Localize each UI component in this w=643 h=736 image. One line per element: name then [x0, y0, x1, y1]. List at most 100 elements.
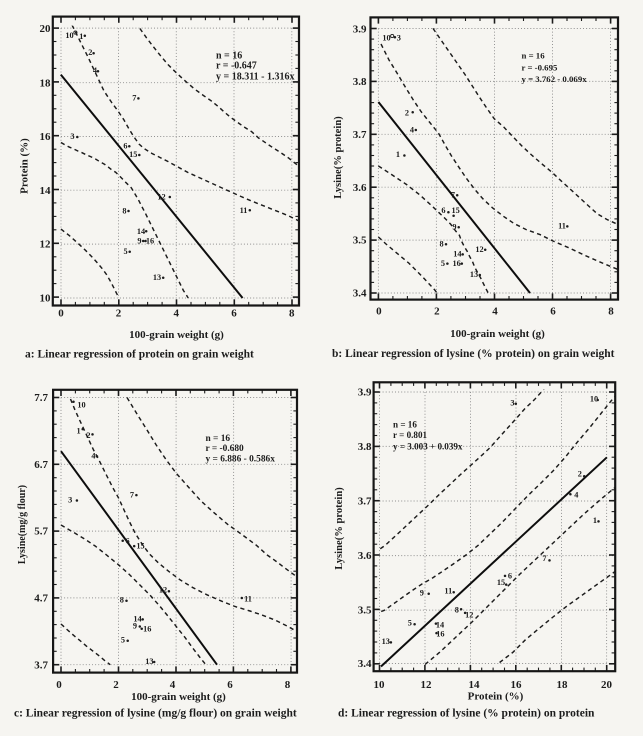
- svg-text:n = 16: n = 16: [216, 51, 242, 62]
- svg-text:4: 4: [492, 306, 498, 318]
- svg-text:1: 1: [77, 427, 81, 436]
- svg-text:10: 10: [590, 394, 598, 403]
- svg-text:5: 5: [124, 247, 128, 256]
- svg-text:4: 4: [91, 452, 95, 461]
- svg-text:y = 18.311 - 1.316x: y = 18.311 - 1.316x: [216, 72, 294, 83]
- svg-text:4: 4: [170, 679, 176, 691]
- svg-text:14: 14: [137, 227, 145, 236]
- svg-text:12: 12: [421, 679, 433, 691]
- svg-text:16: 16: [143, 624, 151, 633]
- svg-text:6.7: 6.7: [34, 459, 48, 471]
- svg-text:16: 16: [146, 237, 154, 246]
- svg-text:15: 15: [497, 578, 505, 587]
- svg-text:12: 12: [159, 585, 167, 594]
- svg-text:7: 7: [130, 491, 134, 500]
- svg-text:5: 5: [441, 259, 445, 268]
- svg-text:20: 20: [601, 679, 613, 691]
- svg-text:15: 15: [136, 541, 144, 550]
- svg-text:6: 6: [508, 571, 512, 580]
- svg-text:6: 6: [123, 142, 127, 151]
- svg-text:13: 13: [145, 657, 153, 666]
- svg-text:3.7: 3.7: [358, 496, 372, 508]
- svg-text:2: 2: [578, 469, 582, 478]
- svg-text:y = 3.762 - 0.069x: y = 3.762 - 0.069x: [522, 74, 588, 84]
- svg-text:5: 5: [121, 636, 125, 645]
- svg-text:5: 5: [408, 618, 412, 627]
- svg-text:8: 8: [285, 679, 291, 691]
- svg-text:20: 20: [40, 23, 52, 35]
- svg-text:100-grain weight (g): 100-grain weight (g): [131, 691, 226, 703]
- svg-text:7.7: 7.7: [34, 392, 48, 404]
- svg-text:8: 8: [608, 306, 614, 318]
- svg-text:3.7: 3.7: [34, 659, 48, 671]
- svg-text:n = 16: n = 16: [522, 51, 546, 61]
- svg-text:16: 16: [511, 679, 523, 691]
- svg-text:10: 10: [40, 293, 52, 305]
- svg-text:13: 13: [470, 270, 478, 279]
- svg-text:c: Linear regression of lysine: c: Linear regression of lysine (mg/g flo…: [14, 708, 297, 720]
- svg-text:8: 8: [440, 240, 444, 249]
- svg-text:16: 16: [40, 131, 52, 143]
- svg-text:8: 8: [120, 596, 124, 605]
- svg-text:18: 18: [557, 679, 569, 691]
- svg-text:3.6: 3.6: [353, 182, 367, 194]
- svg-text:4: 4: [410, 126, 414, 135]
- svg-text:4: 4: [574, 490, 578, 499]
- svg-text:4: 4: [174, 308, 180, 320]
- svg-text:Lysine(% protein): Lysine(% protein): [333, 116, 344, 199]
- svg-text:3.5: 3.5: [353, 235, 367, 247]
- svg-text:15: 15: [451, 206, 459, 215]
- svg-text:2: 2: [116, 308, 122, 320]
- svg-text:6: 6: [227, 679, 233, 691]
- svg-text:3.9: 3.9: [358, 387, 372, 399]
- svg-text:y = 6.886 - 0.586x: y = 6.886 - 0.586x: [206, 454, 276, 464]
- svg-text:y = 3.003 + 0.039x: y = 3.003 + 0.039x: [393, 442, 463, 452]
- svg-text:9: 9: [420, 588, 424, 597]
- svg-text:6: 6: [126, 536, 130, 545]
- svg-text:100-grain weight (g): 100-grain weight (g): [129, 329, 224, 341]
- svg-text:3.4: 3.4: [353, 288, 367, 300]
- svg-text:5.7: 5.7: [34, 526, 48, 538]
- svg-text:3.6: 3.6: [358, 550, 372, 562]
- svg-text:3.5: 3.5: [358, 605, 372, 617]
- svg-text:18: 18: [40, 77, 52, 89]
- svg-text:14: 14: [453, 250, 461, 259]
- svg-text:14: 14: [469, 679, 481, 691]
- svg-text:8: 8: [122, 206, 126, 215]
- svg-text:3.8: 3.8: [353, 76, 367, 88]
- svg-text:14: 14: [133, 614, 141, 623]
- svg-text:n = 16: n = 16: [393, 420, 417, 430]
- svg-text:9: 9: [452, 223, 456, 232]
- svg-text:Protein (%): Protein (%): [19, 138, 31, 194]
- svg-text:0: 0: [58, 308, 64, 320]
- svg-text:100-grain weight (g): 100-grain weight (g): [450, 328, 545, 340]
- svg-text:3: 3: [70, 132, 74, 141]
- svg-text:3.4: 3.4: [358, 658, 372, 670]
- svg-text:3: 3: [397, 33, 401, 42]
- svg-text:14: 14: [40, 185, 52, 197]
- svg-text:14: 14: [436, 621, 444, 630]
- svg-text:3: 3: [510, 398, 514, 407]
- svg-text:r = -0.680: r = -0.680: [206, 444, 245, 454]
- svg-text:7: 7: [451, 191, 455, 200]
- svg-text:12: 12: [465, 610, 473, 619]
- svg-text:a: Linear regression of protei: a: Linear regression of protein on grain…: [25, 349, 254, 361]
- svg-text:10: 10: [65, 31, 73, 40]
- svg-text:10: 10: [382, 33, 390, 42]
- svg-text:2: 2: [113, 679, 119, 691]
- svg-text:7: 7: [132, 93, 136, 102]
- svg-text:15: 15: [129, 150, 137, 159]
- svg-text:9: 9: [137, 237, 141, 246]
- svg-text:3.7: 3.7: [353, 129, 367, 141]
- svg-text:3.8: 3.8: [358, 441, 372, 453]
- svg-text:r = -0.647: r = -0.647: [216, 61, 257, 72]
- svg-text:1: 1: [79, 32, 83, 41]
- svg-text:3: 3: [68, 496, 72, 505]
- svg-text:b: Linear regression of lysine: b: Linear regression of lysine (% protei…: [332, 348, 615, 360]
- svg-text:Lysine(mg/g flour): Lysine(mg/g flour): [17, 485, 28, 564]
- svg-text:11: 11: [558, 222, 566, 231]
- svg-text:13: 13: [382, 637, 390, 646]
- svg-text:3.9: 3.9: [353, 23, 367, 35]
- svg-text:10: 10: [77, 401, 85, 410]
- svg-text:n = 16: n = 16: [206, 434, 231, 444]
